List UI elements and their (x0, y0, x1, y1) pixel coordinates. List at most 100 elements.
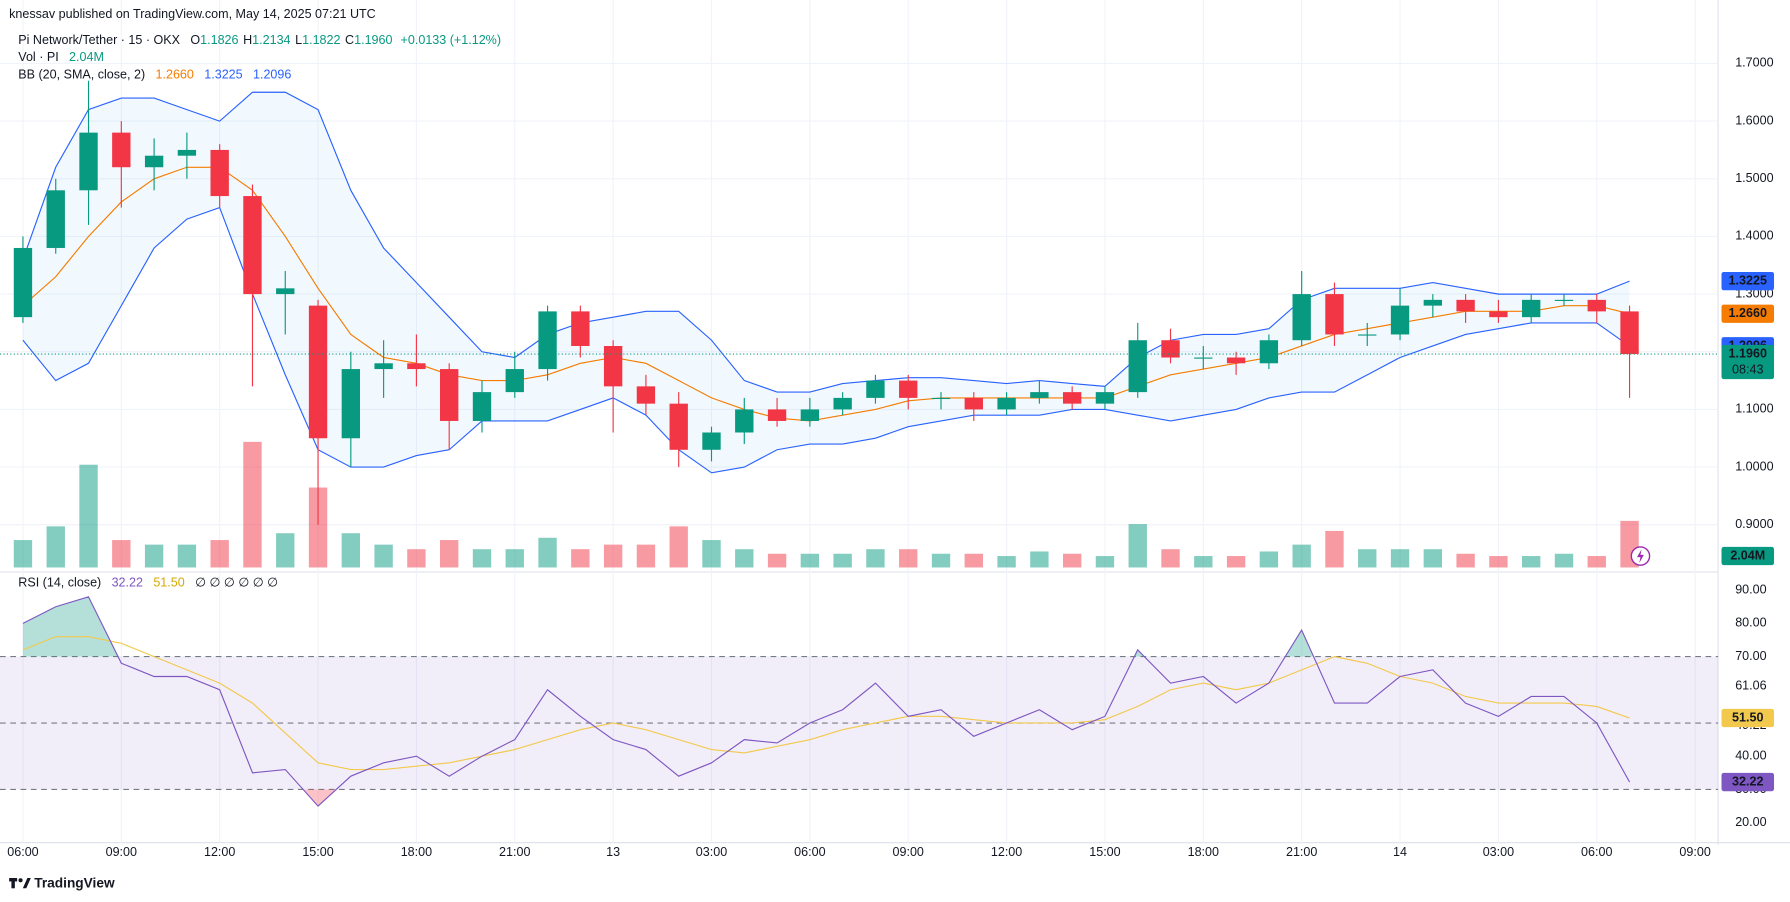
volume-bar (1161, 549, 1180, 568)
symbol-legend: Pi Network/Tether · 15 · OKX O1.1826 H1.2… (18, 33, 501, 47)
candle-body (440, 369, 459, 421)
candle-body (177, 149, 197, 156)
legend-value: 1.1960 (354, 33, 392, 47)
y-tick-label: 1.7000 (1735, 56, 1773, 70)
candle-body (1226, 357, 1246, 364)
rsi-legend: RSI (14, close) 32.22 51.50 ∅ ∅ ∅ ∅ ∅ ∅ (18, 576, 278, 590)
legend-key: O (190, 33, 200, 47)
candle-body (1358, 334, 1377, 336)
candle-body (538, 311, 557, 370)
candle-body (1062, 392, 1082, 404)
y-tick-label: 1.4000 (1735, 229, 1773, 243)
volume-bar (210, 540, 229, 568)
volume-bar (1358, 549, 1377, 568)
rsi-line (22, 596, 1631, 807)
volume-bar (1259, 551, 1279, 568)
rsi-tick-label: 20.00 (1735, 815, 1766, 829)
footer-logo (9, 878, 31, 889)
volume-bar (1095, 556, 1115, 568)
candle-body (472, 392, 492, 421)
volume-bar (472, 549, 492, 568)
volume-bar (603, 544, 623, 568)
legend-value: 1.2134 (252, 33, 290, 47)
candle-body (833, 397, 852, 410)
candle-body (866, 380, 885, 398)
volume-bar (702, 540, 721, 568)
y-tick-label: 1.5000 (1735, 171, 1773, 185)
rsi-tick-label: 80.00 (1735, 616, 1766, 630)
rsi-ma-value: 51.50 (153, 576, 184, 590)
candle-body (1489, 311, 1508, 318)
volume-bar (1522, 556, 1541, 568)
bb-title: BB (20, SMA, close, 2) (18, 68, 145, 82)
volume-bar (866, 549, 885, 568)
candle-body (1161, 340, 1180, 358)
candle-body (407, 363, 426, 370)
volume-bar (1390, 549, 1410, 568)
x-tick-label: 15:00 (302, 845, 333, 859)
x-tick-label: 15:00 (1089, 845, 1120, 859)
candle-body (800, 409, 820, 421)
rsi-label-box (1721, 708, 1775, 728)
legend-value: 1.1826 (200, 33, 238, 47)
ohlc-legend: O1.1826 H1.2134 L1.1822 C1.1960 (190, 33, 392, 47)
candle-body (636, 386, 656, 404)
volume-bar (144, 544, 164, 568)
volume-bar (1423, 549, 1443, 568)
candle-body (308, 305, 328, 439)
rsi-title: RSI (14, close) (18, 576, 101, 590)
volume-bar (341, 533, 361, 568)
plot: 06:00 09:00 12:00 15:00 18:00 21:00 13 03:00 06:… (0, 0, 1775, 859)
x-tick-label: 06:00 (7, 845, 38, 859)
candle-body (1325, 294, 1344, 335)
candle-body (603, 345, 623, 387)
volume-label: 2.04M (1730, 548, 1765, 562)
legend-key: C (345, 33, 354, 47)
x-tick-label: 09:00 (1679, 845, 1710, 859)
volume-bar (735, 549, 754, 568)
candle-body (1522, 299, 1541, 318)
last-price-label-countdown: 08:43 (1732, 362, 1763, 376)
rsi-last-label: 32.22 (1732, 774, 1763, 788)
candle-body (46, 190, 65, 248)
x-tick-label: 14 (1393, 845, 1407, 859)
alert-icon (1630, 546, 1651, 566)
candle-body (931, 397, 951, 400)
volume-bar (964, 553, 983, 568)
last-price-label-box (1721, 344, 1775, 380)
legend-key: L (295, 33, 302, 47)
candle-body (79, 132, 98, 191)
candle-body (1292, 294, 1311, 341)
rsi-label-box (1721, 772, 1775, 792)
candle-body (1095, 392, 1115, 404)
volume-bar (1456, 553, 1475, 568)
bb-basis-label: 1.2660 (1729, 306, 1767, 320)
candle-body (571, 311, 590, 346)
x-tick-label: 03:00 (696, 845, 727, 859)
bb-basis-value: 1.2660 (156, 68, 194, 82)
x-tick-label: 09:00 (106, 845, 137, 859)
x-tick-label: 21:00 (499, 845, 530, 859)
volume-bar (505, 549, 524, 568)
candle-body (341, 369, 361, 439)
candle-body (1456, 299, 1475, 312)
volume-bar (13, 540, 33, 568)
volume-bar (276, 533, 295, 568)
candle-body (144, 155, 164, 168)
volume-bar (997, 556, 1016, 568)
candle-body (210, 149, 229, 197)
rsi-tick-label: 90.00 (1735, 582, 1766, 596)
legend-value: 1.1822 (302, 33, 340, 47)
volume-bar (177, 544, 197, 568)
bb-upper-label: 1.3225 (1729, 273, 1767, 287)
candle-body (1128, 340, 1147, 393)
candle-body (767, 409, 787, 421)
candle-body (276, 288, 295, 295)
volume-bar (1489, 556, 1508, 568)
candle-body (1390, 305, 1410, 335)
y-tick-label: 1.0000 (1735, 459, 1773, 473)
volume-bar (1325, 530, 1344, 568)
footer-brand: TradingView (34, 875, 115, 890)
volume-bar (1194, 556, 1213, 568)
